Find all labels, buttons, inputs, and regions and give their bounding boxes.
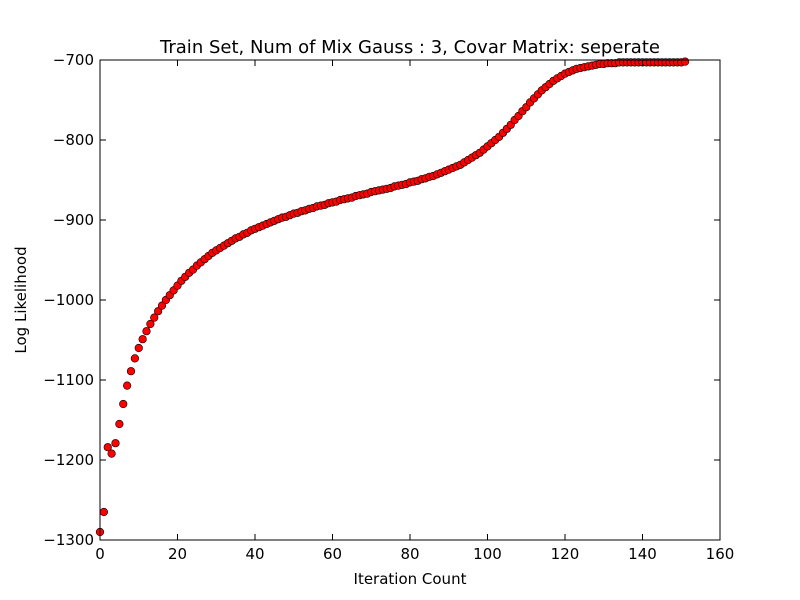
data-point	[119, 399, 128, 409]
data-point	[157, 301, 167, 310]
data-point	[115, 419, 124, 429]
data-point	[681, 57, 690, 66]
data-point	[154, 307, 163, 316]
x-tick-label: 20	[168, 545, 187, 563]
data-point	[126, 367, 136, 376]
x-tick-label: 60	[323, 545, 342, 563]
data-point	[130, 354, 139, 363]
y-tick-label: −1000	[43, 291, 94, 309]
data-point	[123, 381, 132, 390]
x-tick-label: 140	[628, 545, 657, 563]
data-point	[107, 449, 116, 458]
plot-frame	[99, 59, 721, 541]
x-tick-label: 40	[245, 545, 264, 563]
y-tick-label: −1100	[43, 371, 94, 389]
x-axis-label: Iteration Count	[354, 570, 467, 588]
y-axis-label: Log Likelihood	[12, 246, 30, 353]
x-tick-label: 100	[473, 545, 502, 563]
data-point	[146, 319, 155, 329]
data-point	[150, 313, 159, 322]
x-tick-label: 80	[400, 545, 419, 563]
y-tick-label: −1300	[43, 531, 94, 549]
markers	[95, 57, 690, 537]
data-point	[103, 443, 112, 452]
y-tick-label: −800	[53, 131, 94, 149]
chart-title: Train Set, Num of Mix Gauss : 3, Covar M…	[159, 37, 660, 58]
data-point	[142, 327, 151, 336]
x-tick-label: 120	[551, 545, 580, 563]
y-tick-label: −1200	[43, 451, 94, 469]
data-point	[111, 439, 120, 448]
y-tick-label: −700	[53, 51, 94, 69]
y-axis: −1300 −1200 −1100 −1000 −900 −800 −700	[43, 51, 720, 549]
x-tick-label: 160	[706, 545, 735, 563]
data-point	[134, 343, 143, 353]
y-tick-label: −900	[53, 211, 94, 229]
x-tick-label: 0	[95, 545, 105, 563]
x-axis: 0 20 40 60 80 100 120 140 160	[95, 60, 734, 563]
data-point	[138, 335, 147, 344]
data-point	[99, 507, 108, 517]
